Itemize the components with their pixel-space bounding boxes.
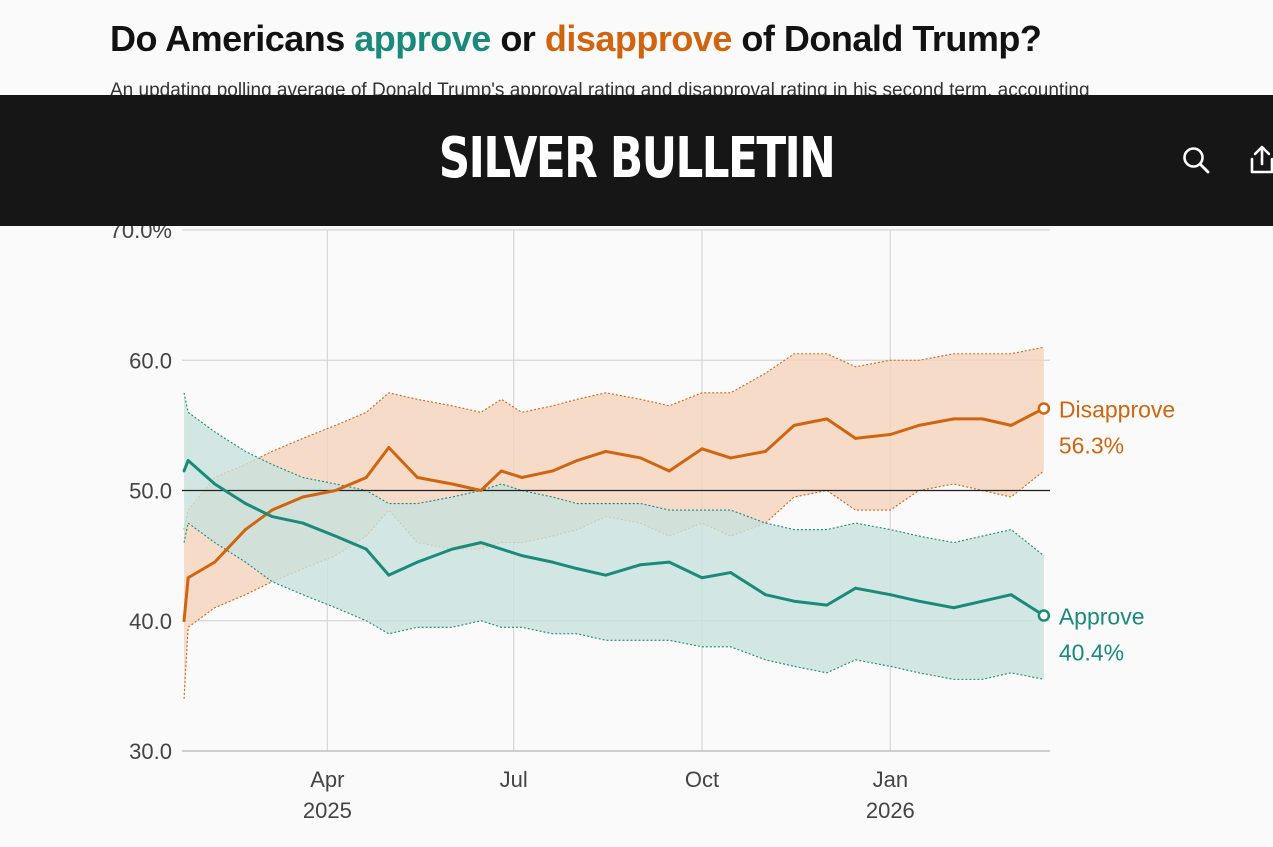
approve-point [416, 560, 419, 564]
disapprove-point [729, 456, 733, 460]
disapprove-point [952, 417, 956, 421]
share-button[interactable] [1242, 140, 1273, 180]
approve-point [667, 560, 671, 564]
disapprove-end-label: Disapprove [1059, 396, 1175, 422]
approve-band-upper-edge [183, 392, 1045, 557]
approve-point [854, 586, 857, 590]
y-tick-label: 60.0 [129, 348, 172, 373]
disapprove-point [182, 619, 186, 623]
approve-point [186, 459, 190, 462]
share-icon [1250, 145, 1273, 174]
disapprove-point [334, 489, 337, 492]
approve-point [270, 515, 274, 518]
approve-point [792, 599, 796, 603]
disapprove-band-upper-edge [183, 346, 1044, 530]
approve-point [575, 567, 579, 571]
disapprove-point [499, 469, 503, 473]
approve-point [499, 547, 503, 551]
y-tick-label: 40.0 [129, 609, 172, 634]
approve-end-label: Approve [1059, 604, 1145, 630]
disapprove-point [888, 433, 892, 436]
disapprove-point [450, 482, 454, 486]
approve-point [364, 547, 368, 551]
disapprove-point [764, 450, 767, 453]
title-prefix: Do Americans [110, 18, 355, 59]
disapprove-point [416, 476, 419, 479]
disapprove-point [667, 469, 671, 473]
approve-point [825, 603, 829, 607]
x-tick-label: Jul [500, 767, 528, 792]
approve-point [1009, 593, 1013, 597]
x-tick-label: Jan [873, 767, 908, 792]
approve-point [981, 599, 984, 603]
approve-point [334, 534, 337, 538]
disapprove-point [301, 495, 305, 499]
approve-point [520, 554, 524, 558]
disapprove-end-value: 56.3% [1059, 432, 1124, 458]
x-tick-sublabel: 2025 [303, 798, 352, 823]
title-mid: or [490, 18, 545, 59]
disapprove-point [244, 528, 247, 531]
disapprove-point [270, 508, 274, 512]
x-tick-sublabel: 2026 [866, 798, 915, 823]
disapprove-point [917, 423, 921, 427]
y-tick-label: 30.0 [129, 739, 172, 764]
disapprove-point [700, 447, 704, 451]
disapprove-point [387, 446, 391, 449]
approve-point [888, 593, 892, 597]
disapprove-point [479, 489, 483, 492]
title-suffix: of Donald Trump? [731, 18, 1042, 59]
approve-point [917, 599, 921, 603]
disapprove-point [854, 437, 857, 440]
disapprove-point [639, 456, 642, 460]
approve-point [639, 563, 642, 567]
approve-point [729, 571, 733, 574]
disapprove-point [551, 469, 554, 473]
search-button[interactable] [1176, 140, 1216, 180]
disapprove-point [520, 476, 524, 479]
disapprove-point [981, 417, 984, 421]
approve-point [244, 502, 247, 505]
page-title: Do Americans approve or disapprove of Do… [110, 18, 1042, 60]
x-tick-label: Oct [685, 767, 719, 792]
disapprove-endpoint-marker [1037, 402, 1051, 415]
approve-point [700, 576, 704, 580]
disapprove-point [792, 423, 796, 427]
disapprove-point [213, 560, 217, 564]
disapprove-point [1009, 423, 1013, 427]
title-disapprove-word: disapprove [544, 18, 733, 59]
approve-point [450, 547, 454, 551]
approve-point [764, 593, 767, 597]
approve-point [604, 573, 608, 577]
approve-point [551, 560, 554, 564]
title-approve-word: approve [354, 18, 491, 59]
disapprove-point [825, 417, 829, 421]
site-header-bar: SILVER BULLETIN [0, 95, 1273, 226]
brand-logo[interactable]: SILVER BULLETIN [438, 126, 836, 191]
approve-point [182, 469, 186, 473]
y-tick-label: 50.0 [129, 479, 172, 504]
disapprove-point [575, 459, 579, 462]
disapprove-uncertainty-band [184, 347, 1044, 699]
disapprove-point [186, 576, 190, 580]
approve-point [213, 482, 217, 486]
approve-uncertainty-band [184, 392, 1044, 680]
disapprove-point [604, 450, 608, 453]
x-tick-label: Apr [310, 767, 344, 792]
search-icon [1183, 147, 1210, 174]
approve-end-value: 40.4% [1059, 640, 1124, 666]
approve-band-lower-edge [183, 522, 1044, 680]
approve-point [387, 573, 391, 577]
approve-endpoint-marker [1037, 609, 1051, 622]
approve-point [952, 606, 956, 610]
disapprove-point [364, 476, 368, 479]
approve-point [301, 521, 305, 525]
approve-point [479, 541, 483, 544]
